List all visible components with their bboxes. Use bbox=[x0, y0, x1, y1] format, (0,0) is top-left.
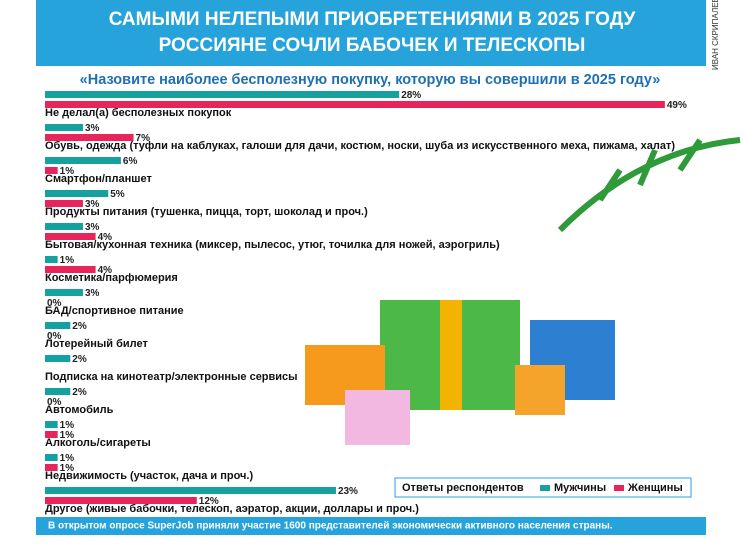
bar bbox=[45, 464, 58, 471]
category-label: Другое (живые бабочки, телескоп, аэратор… bbox=[45, 503, 419, 515]
category-label: Лотерейный билет bbox=[45, 338, 148, 350]
bar bbox=[45, 223, 83, 230]
value-label: 1% bbox=[60, 430, 75, 441]
value-label: 23% bbox=[338, 486, 358, 497]
category-label: Продукты питания (тушенка, пицца, торт, … bbox=[45, 206, 368, 218]
value-label: 4% bbox=[98, 265, 113, 276]
bar bbox=[45, 101, 665, 108]
bar bbox=[45, 421, 58, 428]
bar bbox=[45, 233, 96, 240]
value-label: 1% bbox=[60, 453, 75, 464]
category-label: Недвижимость (участок, дача и проч.) bbox=[45, 470, 253, 482]
footnote: В открытом опросе SuperJob приняли участ… bbox=[48, 521, 613, 532]
value-label: 49% bbox=[667, 100, 687, 111]
category-label: БАД/спортивное питание bbox=[45, 305, 184, 317]
title-line: САМЫМИ НЕЛЕПЫМИ ПРИОБРЕТЕНИЯМИ В 2025 ГО… bbox=[109, 9, 636, 30]
bar bbox=[45, 157, 121, 164]
value-label: 28% bbox=[401, 90, 421, 101]
subtitle: «Назовите наиболее бесполезную покупку, … bbox=[80, 72, 661, 88]
value-label: 3% bbox=[85, 199, 100, 210]
bar bbox=[45, 200, 83, 207]
value-label: 2% bbox=[72, 387, 87, 398]
category-label: Подписка на кинотеатр/электронные сервис… bbox=[45, 371, 298, 383]
bar bbox=[45, 454, 58, 461]
value-label: 0% bbox=[47, 397, 62, 408]
value-label: 2% bbox=[72, 321, 87, 332]
bar bbox=[45, 167, 58, 174]
decoration bbox=[305, 137, 741, 445]
value-label: 12% bbox=[199, 496, 219, 507]
category-label: Алкоголь/сигареты bbox=[45, 437, 151, 449]
title-line: РОССИЯНЕ СОЧЛИ БАБОЧЕК И ТЕЛЕСКОПЫ bbox=[159, 35, 586, 56]
bar bbox=[45, 431, 58, 438]
category-label: Автомобиль bbox=[45, 404, 114, 416]
gift bbox=[515, 365, 565, 415]
value-label: 3% bbox=[85, 288, 100, 299]
category-label: Смартфон/планшет bbox=[45, 173, 152, 185]
value-label: 1% bbox=[60, 166, 75, 177]
category-label: Косметика/парфюмерия bbox=[45, 272, 178, 284]
bar bbox=[45, 124, 83, 131]
header-band bbox=[36, 0, 706, 66]
bar bbox=[45, 190, 109, 197]
legend-label: Женщины bbox=[627, 482, 683, 494]
value-label: 1% bbox=[60, 255, 75, 266]
bar bbox=[45, 91, 400, 98]
value-label: 1% bbox=[60, 463, 75, 474]
bar bbox=[45, 388, 71, 395]
value-label: 6% bbox=[123, 156, 138, 167]
bar bbox=[45, 355, 71, 362]
category-label: Обувь, одежда (туфли на каблуках, галоши… bbox=[45, 140, 675, 152]
bar bbox=[45, 322, 71, 329]
category-label: Бытовая/кухонная техника (миксер, пылесо… bbox=[45, 239, 500, 251]
value-label: 0% bbox=[47, 331, 62, 342]
value-label: 7% bbox=[136, 133, 151, 144]
legend-swatch bbox=[614, 485, 624, 491]
value-label: 0% bbox=[47, 298, 62, 309]
bar bbox=[45, 289, 83, 296]
gift-ribbon bbox=[440, 300, 462, 410]
bar bbox=[45, 266, 96, 273]
value-label: 5% bbox=[110, 189, 125, 200]
legend-swatch bbox=[540, 485, 550, 491]
bar bbox=[45, 497, 197, 504]
value-label: 2% bbox=[72, 354, 87, 365]
value-label: 3% bbox=[85, 222, 100, 233]
bar bbox=[45, 256, 58, 263]
value-label: 1% bbox=[60, 420, 75, 431]
legend-label: Мужчины bbox=[554, 482, 606, 494]
bar bbox=[45, 487, 336, 494]
footer-band bbox=[36, 517, 706, 535]
gift bbox=[345, 390, 410, 445]
value-label: 3% bbox=[85, 123, 100, 134]
legend-title: Ответы респондентов bbox=[402, 482, 524, 494]
category-label: Не делал(а) бесполезных покупок bbox=[45, 107, 232, 119]
credit: ИВАН СКРИПАЛЕВ bbox=[711, 0, 720, 70]
value-label: 4% bbox=[98, 232, 113, 243]
bar bbox=[45, 134, 134, 141]
